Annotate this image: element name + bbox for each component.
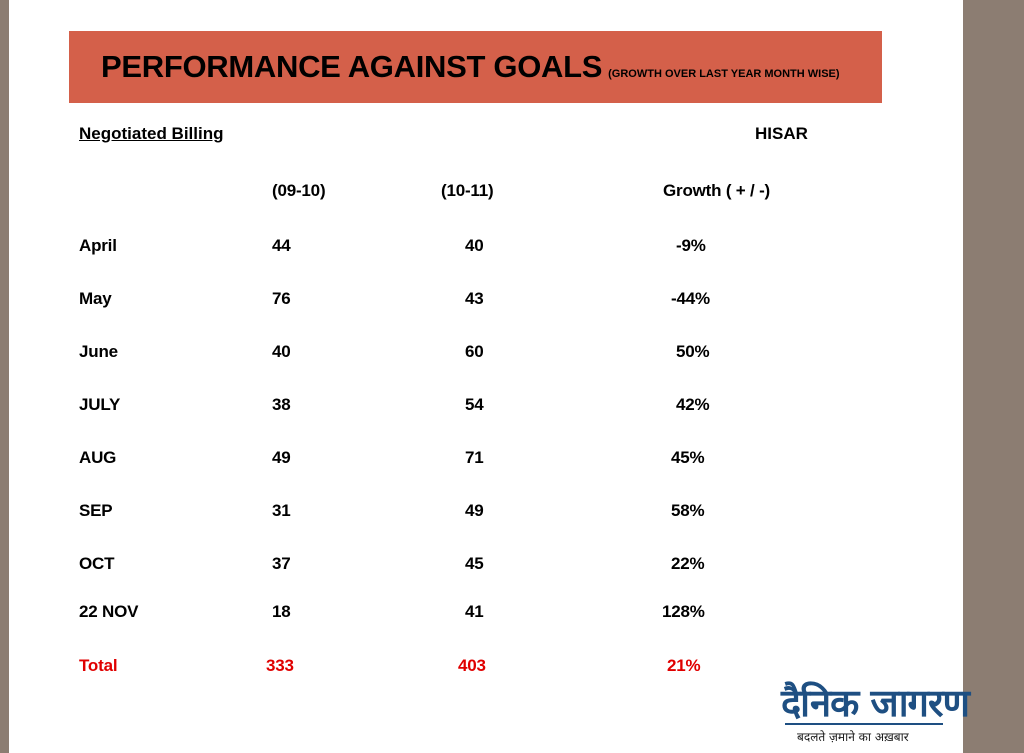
logo-divider xyxy=(785,723,943,725)
row-value-1011: 60 xyxy=(465,342,484,361)
row-value-1011: 45 xyxy=(465,554,484,573)
row-month: OCT xyxy=(79,554,115,573)
dainik-jagran-logo: दैनिक जागरण बदलते ज़माने का अख़बार xyxy=(777,676,970,746)
row-growth: 42% xyxy=(676,395,710,414)
row-month: JULY xyxy=(79,395,121,414)
row-value-0910: 37 xyxy=(272,554,291,573)
total-growth: 21% xyxy=(667,656,701,675)
row-growth: -9% xyxy=(676,236,706,255)
subject-heading: Negotiated Billing xyxy=(79,124,224,143)
header-growth: Growth ( + / -) xyxy=(663,181,771,200)
row-growth: 58% xyxy=(671,501,705,520)
row-month: 22 NOV xyxy=(79,602,139,621)
row-value-0910: 40 xyxy=(272,342,291,361)
row-value-1011: 49 xyxy=(465,501,484,520)
row-value-1011: 54 xyxy=(465,395,484,414)
header-0910: (09-10) xyxy=(272,181,326,200)
logo-tagline: बदलते ज़माने का अख़बार xyxy=(797,730,909,744)
title-text: PERFORMANCE AGAINST GOALS xyxy=(101,49,603,84)
logo-name: दैनिक जागरण xyxy=(781,681,970,725)
row-growth: 22% xyxy=(671,554,705,573)
row-value-0910: 38 xyxy=(272,395,291,414)
row-value-0910: 76 xyxy=(272,289,291,308)
row-value-1011: 41 xyxy=(465,602,484,621)
row-value-0910: 44 xyxy=(272,236,291,255)
row-value-0910: 49 xyxy=(272,448,291,467)
row-growth: 128% xyxy=(662,602,705,621)
page-title: PERFORMANCE AGAINST GOALS (GROWTH OVER LA… xyxy=(101,49,840,85)
header-1011: (10-11) xyxy=(441,181,494,200)
row-month: AUG xyxy=(79,448,117,467)
row-month: SEP xyxy=(79,501,113,520)
row-growth: 50% xyxy=(676,342,710,361)
row-month: April xyxy=(79,236,117,255)
row-value-0910: 18 xyxy=(272,602,291,621)
row-growth: 45% xyxy=(671,448,705,467)
total-label: Total xyxy=(79,656,118,675)
row-month: May xyxy=(79,289,112,308)
slide: PERFORMANCE AGAINST GOALS (GROWTH OVER LA… xyxy=(9,0,970,753)
title-banner: PERFORMANCE AGAINST GOALS (GROWTH OVER LA… xyxy=(69,31,882,103)
total-value-0910: 333 xyxy=(266,656,294,675)
row-growth: -44% xyxy=(671,289,710,308)
row-month: June xyxy=(79,342,118,361)
page-subtitle: (GROWTH OVER LAST YEAR MONTH WISE) xyxy=(608,68,840,80)
row-value-1011: 40 xyxy=(465,236,484,255)
row-value-0910: 31 xyxy=(272,501,291,520)
city-label: HISAR xyxy=(755,124,808,143)
row-value-1011: 43 xyxy=(465,289,484,308)
total-value-1011: 403 xyxy=(458,656,486,675)
row-value-1011: 71 xyxy=(465,448,484,467)
